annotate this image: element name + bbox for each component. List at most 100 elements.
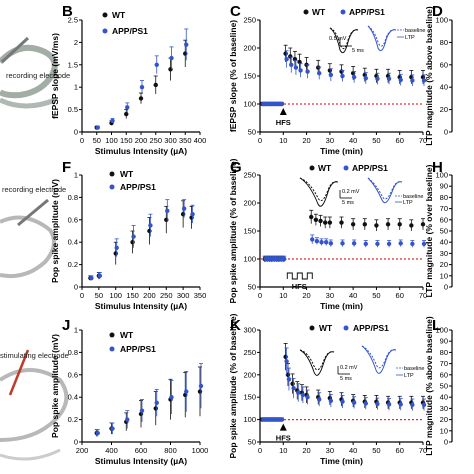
x-tick-label-B-4: 200: [135, 136, 148, 145]
y-tick-label-H-8: 80: [440, 193, 448, 202]
point-J-app-1: [110, 426, 115, 431]
point-C-app-9: [284, 57, 289, 62]
x-tick-label-C-4: 40: [349, 136, 357, 145]
trace-G-app-ltp: [367, 177, 403, 204]
x-tick-label-F-6: 300: [177, 291, 190, 300]
x-tick-label-K-0: 0: [258, 446, 262, 455]
trace-K-wt-baseline: [299, 349, 335, 371]
point-F-app-5: [165, 208, 170, 214]
legend-F-app-marker: [109, 184, 115, 190]
y-tick-label-D-3: 60: [440, 60, 448, 69]
y-tick-label-H-5: 50: [440, 227, 448, 236]
point-G-app-17: [375, 241, 380, 247]
x-tick-label-F-4: 200: [143, 291, 156, 300]
legend-C-app-label: APP/PS1: [349, 7, 385, 17]
y-tick-label-C-1: 100: [243, 100, 256, 109]
panel-letter-G: G: [230, 159, 242, 176]
legend-F-app-label: APP/PS1: [120, 182, 156, 192]
y-tick-label-G-4: 250: [243, 171, 256, 180]
panel-letter-H: H: [432, 159, 443, 176]
legend-J-app-marker: [109, 346, 115, 352]
point-C-app-14: [317, 71, 322, 76]
y-tick-label-G-2: 150: [243, 227, 256, 236]
chart-panel-J: 0 0.2 0.4 0.6 0.8 1 Pop spike amplitude (mV) 20…: [50, 326, 208, 467]
point-G-app-9: [310, 237, 315, 242]
trace-G-baseline-label: baseline: [403, 194, 424, 200]
legend-B-wt-marker: [102, 12, 108, 18]
point-G-wt-12: [323, 220, 328, 225]
point-F-wt-6: [180, 212, 186, 217]
x-axis-label-C: Time (min): [320, 146, 363, 156]
point-C-app-16: [340, 73, 345, 79]
point-G-app-14: [340, 241, 345, 246]
recording-electrode-label-2: recording electrode: [2, 185, 66, 194]
panel-letter-B: B: [62, 3, 73, 20]
point-K-app-19: [363, 401, 368, 406]
y-tick-label-K-5: 300: [243, 326, 256, 335]
point-C-app-8: [279, 101, 285, 107]
trace-K-wt-ltp: [299, 349, 335, 376]
y-tick-label-L-8: 80: [440, 348, 448, 357]
legend-B: WT APP/PS1: [102, 10, 148, 36]
point-B-app-6: [184, 42, 189, 47]
y-tick-label-B-4: 2: [74, 38, 78, 47]
x-tick-label-F-1: 50: [95, 291, 103, 300]
y-tick-label-J-5: 1: [74, 326, 78, 335]
point-C-app-18: [363, 76, 368, 81]
point-K-app-8: [279, 417, 285, 422]
y-tick-label-D-1: 20: [440, 105, 448, 114]
x-tick-label-B-2: 100: [105, 136, 118, 145]
legend-G-wt-marker: [309, 165, 315, 171]
y-axis-label-C: fEPSP slope (% of baseline): [228, 20, 238, 132]
y-tick-label-L-10: 100: [435, 326, 448, 335]
x-tick-label-B-0: 0: [80, 136, 84, 145]
point-J-wt-7: [197, 389, 203, 394]
y-tick-label-F-4: 0.8: [68, 193, 78, 202]
y-tick-label-F-3: 0.6: [68, 215, 78, 224]
legend-B-app-marker: [102, 28, 108, 34]
point-F-app-3: [131, 234, 136, 239]
point-B-app-5: [169, 55, 174, 61]
legend-F-wt-marker: [109, 171, 115, 177]
point-J-app-5: [169, 395, 174, 400]
point-G-wt-18: [385, 222, 391, 227]
point-K-app-21: [386, 402, 392, 407]
point-B-app-0: [95, 125, 100, 130]
panel-letter-D: D: [432, 3, 443, 20]
hfs-arrow-C: [279, 108, 287, 115]
x-tick-label-C-7: 70: [419, 136, 427, 145]
point-K-app-22: [398, 402, 403, 407]
point-F-app-0: [89, 275, 94, 281]
point-C-wt-10: [288, 54, 293, 59]
y-tick-label-K-2: 150: [243, 393, 256, 402]
legend-B-app-label: APP/PS1: [112, 26, 148, 36]
point-K-app-15: [317, 397, 322, 402]
y-tick-label-J-0: 0: [74, 438, 78, 447]
point-G-wt-19: [397, 222, 402, 227]
point-G-app-8: [282, 256, 287, 262]
point-G-app-16: [363, 241, 368, 247]
point-C-wt-11: [292, 57, 298, 62]
y-tick-label-C-4: 250: [243, 16, 256, 25]
illustration-row2: recording electrode: [0, 185, 66, 279]
y-tick-label-G-1: 100: [243, 255, 256, 264]
y-tick-label-L-0: 0: [444, 438, 448, 447]
recording-electrode-label-1: recording electrode: [6, 71, 70, 80]
trace-G-ltp-label: LTP: [403, 200, 413, 206]
point-F-wt-2: [113, 251, 118, 256]
y-tick-label-K-1: 100: [243, 415, 256, 424]
y-tick-label-B-2: 1: [74, 83, 78, 92]
y-tick-label-B-3: 1.5: [68, 60, 78, 69]
y-tick-label-K-3: 200: [243, 370, 256, 379]
legend-C-wt-label: WT: [312, 7, 326, 17]
trace-G-wt-baseline: [299, 177, 339, 202]
x-tick-label-J-4: 1000: [192, 446, 209, 455]
trace-K-ltp-label: LTP: [404, 373, 414, 379]
legend-C-wt-marker: [303, 9, 309, 15]
point-G-wt-13: [327, 220, 333, 225]
point-J-app-0: [95, 430, 100, 436]
x-tick-label-G-6: 60: [396, 291, 404, 300]
y-tick-label-D-2: 40: [440, 83, 448, 92]
